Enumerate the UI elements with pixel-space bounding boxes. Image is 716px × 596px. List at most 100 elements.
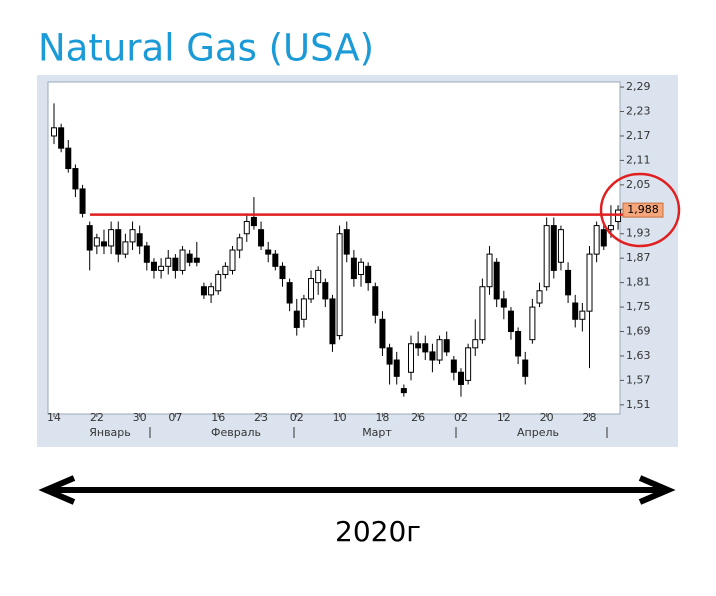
candle-body <box>379 318 386 349</box>
y-tick-label: 2,11 <box>626 153 651 166</box>
y-tick-label: 1,93 <box>626 227 651 240</box>
candle-body <box>443 339 450 353</box>
candle-body <box>493 261 500 300</box>
candle-body <box>565 269 572 296</box>
candle-body <box>215 273 222 292</box>
candle-body <box>93 237 100 247</box>
candle-body <box>158 265 165 271</box>
x-tick-label: 02 <box>454 411 468 424</box>
candle-body <box>279 265 286 280</box>
candle-body <box>500 298 507 308</box>
candle-body <box>343 229 350 255</box>
candle-body <box>329 298 336 345</box>
candle-body <box>550 225 557 271</box>
candle-body <box>322 282 329 300</box>
candle-body <box>436 339 443 361</box>
month-label: Январь <box>89 426 131 439</box>
y-tick-label: 1,81 <box>626 276 651 289</box>
candle-body <box>515 331 522 357</box>
x-tick-label: 22 <box>90 411 104 424</box>
x-tick-label: 07 <box>168 411 182 424</box>
month-label: Март <box>362 426 392 439</box>
candle-body <box>400 388 407 394</box>
candle-body <box>186 253 193 263</box>
x-tick-label: 16 <box>211 411 225 424</box>
x-tick-label: 02 <box>290 411 304 424</box>
candle-body <box>193 257 200 263</box>
candle-body <box>300 298 307 320</box>
caption: 2020г <box>335 515 421 548</box>
candle-body <box>607 225 614 231</box>
arrow-head-right <box>638 475 676 505</box>
candle-body <box>358 261 365 275</box>
last-price-label: 1,988 <box>627 203 659 216</box>
candle-body <box>308 278 315 300</box>
candle-body <box>557 229 564 263</box>
candle-body <box>372 286 379 316</box>
candle-body <box>429 351 436 361</box>
candle-body <box>572 302 579 320</box>
arrow-head-left <box>38 475 76 505</box>
candle-body <box>422 343 429 353</box>
month-label: Апрель <box>517 426 559 439</box>
candle-body <box>72 168 79 190</box>
x-tick-label: 20 <box>540 411 554 424</box>
x-tick-label: 28 <box>583 411 597 424</box>
candle-body <box>586 253 593 312</box>
x-tick-label: 26 <box>411 411 425 424</box>
candle-body <box>143 245 150 263</box>
candle-body <box>408 343 414 373</box>
candle-body <box>250 216 257 227</box>
candle-body <box>165 257 172 267</box>
x-tick-label: 18 <box>375 411 389 424</box>
candle-body <box>507 310 514 333</box>
candle-body <box>265 249 272 255</box>
candle-body <box>315 269 322 284</box>
candle-body <box>579 310 586 320</box>
candle-body <box>457 371 464 385</box>
candle-body <box>386 347 393 365</box>
candle-body <box>543 225 550 288</box>
x-tick-label: 30 <box>133 411 147 424</box>
candle-body <box>415 343 422 349</box>
candle-body <box>200 286 207 296</box>
candle-body <box>243 221 250 235</box>
y-tick-label: 1,87 <box>626 251 651 264</box>
candle-body <box>365 265 372 284</box>
x-tick-label: 12 <box>497 411 511 424</box>
candle-body <box>236 237 243 251</box>
candle-body <box>293 310 300 328</box>
candle-body <box>536 290 543 304</box>
candle-body <box>65 147 72 170</box>
candle-body <box>229 249 236 271</box>
candle-body <box>129 229 136 243</box>
candle-body <box>179 249 186 271</box>
last-price-tag <box>622 202 664 218</box>
candle-body <box>350 257 357 280</box>
candle-body <box>600 229 607 247</box>
candle-body <box>115 229 122 255</box>
candle-body <box>529 306 536 341</box>
candle-body <box>58 127 65 149</box>
candle-body <box>222 265 229 275</box>
y-tick-label: 2,05 <box>626 178 651 191</box>
candle-body <box>472 339 479 349</box>
candle-body <box>286 282 293 304</box>
candle-body <box>258 229 265 247</box>
candle-body <box>486 253 493 288</box>
candle-body <box>450 359 457 373</box>
x-tick-label: 14 <box>47 411 61 424</box>
candle-body <box>136 233 143 247</box>
candle-body <box>122 241 129 255</box>
chart-title: Natural Gas (USA) <box>38 27 374 70</box>
candle-body <box>100 241 107 247</box>
y-tick-label: 2,23 <box>626 105 651 118</box>
y-tick-label: 1,69 <box>626 325 651 338</box>
candle-body <box>108 229 115 247</box>
y-tick-label: 1,57 <box>626 373 651 386</box>
y-tick-label: 2,29 <box>626 80 651 93</box>
candle-body <box>479 286 486 341</box>
candle-body <box>522 359 529 377</box>
